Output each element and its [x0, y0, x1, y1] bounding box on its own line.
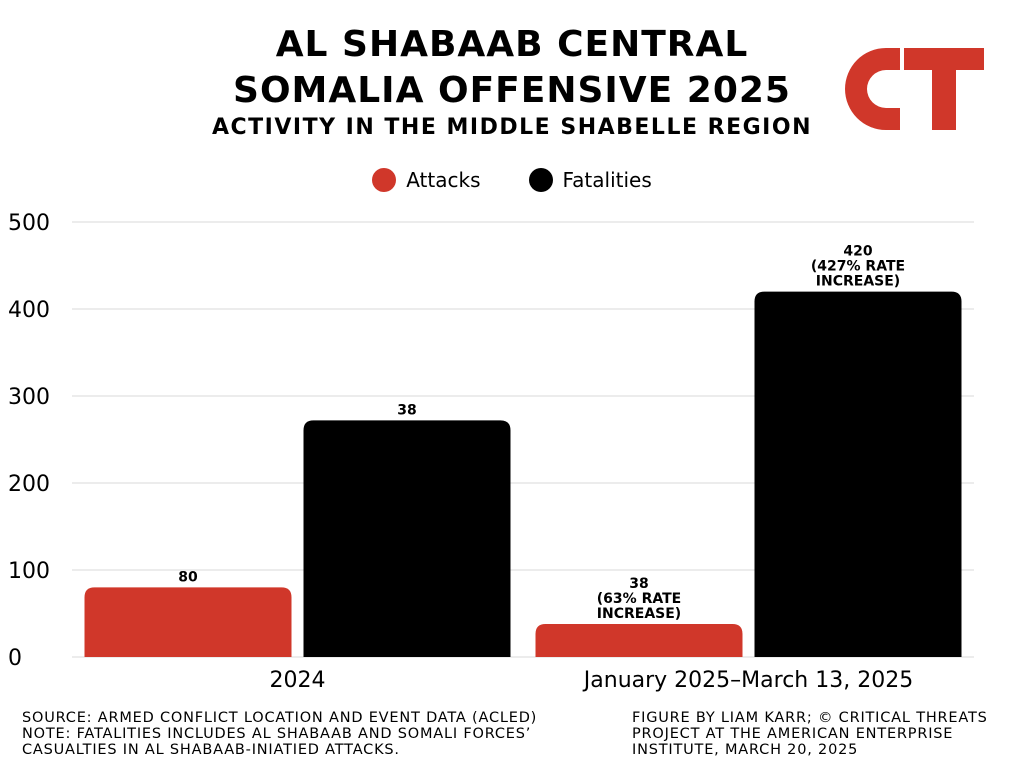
footer-source-note: SOURCE: ARMED CONFLICT LOCATION AND EVEN…: [22, 710, 622, 758]
footer-note-line: NOTE: FATALITIES INCLUDES AL SHABAAB AND…: [22, 726, 532, 742]
data-label: 38: [629, 576, 648, 592]
chart-legend: Attacks Fatalities: [0, 168, 1024, 192]
bar-attacks: [535, 623, 743, 657]
footer-source-line: SOURCE: ARMED CONFLICT LOCATION AND EVEN…: [22, 710, 538, 726]
legend-label-attacks: Attacks: [406, 168, 481, 192]
data-label: INCREASE): [816, 274, 900, 290]
x-tick-label: January 2025–March 13, 2025: [582, 668, 913, 693]
footer-credit-line: PROJECT AT THE AMERICAN ENTERPRISE: [632, 726, 954, 742]
chart-title-line-1: AL SHABAAB CENTRAL: [275, 24, 749, 65]
ct-logo-c: [845, 48, 900, 130]
footer-credit-line: INSTITUTE, MARCH 20, 2025: [632, 742, 859, 758]
chart-title-line-2: SOMALIA OFFENSIVE 2025: [233, 70, 791, 111]
chart-subtitle: ACTIVITY IN THE MIDDLE SHABELLE REGION: [212, 115, 812, 140]
y-tick-label: 400: [8, 298, 50, 323]
y-tick-label: 300: [8, 385, 50, 410]
data-label: 38: [397, 402, 416, 418]
data-label: (63% RATE: [597, 591, 681, 607]
y-tick-label: 0: [8, 646, 22, 671]
x-tick-label: 2024: [270, 668, 326, 693]
legend-swatch-fatalities: [528, 168, 553, 192]
footer-credit-line: FIGURE BY LIAM KARR; © CRITICAL THREATS: [632, 710, 988, 726]
data-label: 80: [178, 569, 198, 585]
bar-fatalities: [754, 291, 962, 657]
y-tick-label: 200: [8, 472, 50, 497]
data-label: (427% RATE: [811, 259, 905, 275]
data-label: INCREASE): [597, 606, 681, 622]
y-tick-label: 500: [8, 211, 50, 236]
footer-note-line: CASUALTIES IN AL SHABAAB-INIATIED ATTACK…: [22, 742, 400, 758]
legend-swatch-attacks: [372, 168, 397, 192]
legend-item-attacks: Attacks: [372, 168, 481, 192]
y-tick-label: 100: [8, 559, 50, 584]
bar-attacks: [84, 587, 292, 657]
ct-logo: [845, 48, 984, 130]
legend-item-fatalities: Fatalities: [528, 168, 652, 192]
data-label: 420: [843, 244, 872, 260]
legend-label-fatalities: Fatalities: [562, 168, 652, 192]
footer-credit: FIGURE BY LIAM KARR; © CRITICAL THREATS …: [632, 710, 1012, 758]
ct-logo-t-stem: [932, 48, 956, 130]
bar-fatalities: [303, 420, 511, 657]
